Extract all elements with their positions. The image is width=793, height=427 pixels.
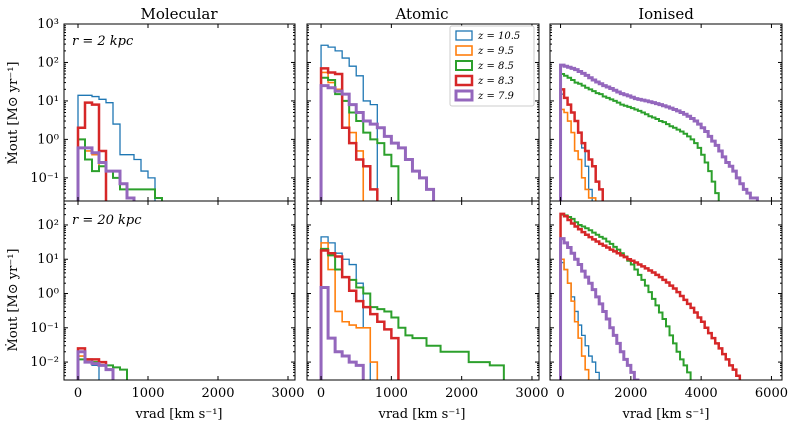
xtick-label-r1c0-1: 1000 — [131, 386, 164, 401]
series-z-10-5-r0c1 — [320, 44, 378, 201]
title-ionised: Ionised — [638, 5, 694, 23]
series-z-8-5-r0c1 — [320, 76, 400, 201]
series-z-7-9-r0c0 — [76, 146, 136, 201]
panel-frame-r0c2 — [549, 23, 783, 202]
ylabel-bottom: Ṁout [M⊙ yr⁻¹] — [4, 249, 21, 352]
title-atomic: Atomic — [394, 5, 448, 23]
series-z-10-5-r0c0 — [77, 94, 156, 201]
series-z-8-3-r1c1 — [319, 249, 400, 380]
ytick-label-r1c0-3: 10¹ — [37, 252, 59, 267]
title-molecular: Molecular — [140, 5, 218, 23]
annotation-r2kpc: r = 2 kpc — [72, 34, 134, 49]
panel-plot-r0c2 — [559, 63, 759, 201]
series-z-7-9-r1c2 — [559, 237, 640, 380]
series-z-8-3-r0c2 — [559, 88, 604, 201]
xtick-label-r1c0-3: 3000 — [271, 386, 304, 401]
series-z-8-5-r1c1 — [320, 247, 505, 380]
legend-swatch-z7-9 — [454, 89, 474, 102]
legend-swatch-z9-5 — [455, 45, 473, 56]
series-z-10-5-r1c2 — [559, 261, 600, 380]
panel-plot-r0c1 — [319, 44, 436, 201]
legend: z = 10.5 z = 9.5 z = 8.5 z = 8.3 z = 7.9 — [449, 25, 535, 107]
xtick-label-r1c2-1: 2000 — [614, 386, 647, 401]
xtick-label-r1c2-2: 4000 — [685, 386, 718, 401]
ytick-label-r1c0-4: 10² — [37, 218, 59, 233]
legend-swatch-z8-5 — [455, 60, 473, 71]
ytick-label-r0c0-2: 10¹ — [37, 94, 59, 109]
xtick-label-r1c1-2: 2000 — [445, 386, 478, 401]
panel-plot-r0c0 — [76, 94, 163, 201]
series-z-9-5-r1c1 — [320, 242, 379, 380]
series-z-7-9-r0c2 — [559, 63, 759, 201]
xtick-label-r1c1-3: 3000 — [515, 386, 548, 401]
ytick-label-r0c0-3: 10² — [37, 55, 59, 70]
xtick-label-r1c2-3: 6000 — [755, 386, 788, 401]
ytick-label-r1c0-1: 10⁻¹ — [30, 321, 59, 336]
series-z-8-3-r0c1 — [319, 67, 379, 201]
panel-plot-r1c2 — [559, 212, 742, 380]
series-z-8-3-r0c0 — [76, 101, 108, 201]
series-z-9-5-r0c2 — [559, 108, 597, 201]
xtick-label-r1c0-2: 2000 — [201, 386, 234, 401]
legend-label-z7-9: z = 7.9 — [477, 91, 515, 102]
legend-label-z9-5: z = 9.5 — [477, 46, 514, 57]
panel-frame-r1c0 — [63, 200, 296, 381]
ytick-label-r0c0-4: 10³ — [37, 17, 59, 32]
ytick-label-r1c0-2: 10⁰ — [37, 287, 59, 302]
xlabel-ionised: vrad [km s⁻¹] — [622, 407, 710, 422]
xtick-label-r1c2-0: 0 — [556, 386, 564, 401]
xtick-label-r1c0-0: 0 — [74, 386, 82, 401]
ytick-label-r1c0-0: 10⁻² — [30, 355, 59, 370]
panel-plot-r1c0 — [76, 347, 128, 380]
legend-label-z8-3: z = 8.3 — [477, 76, 514, 87]
series-z-8-5-r0c0 — [77, 138, 163, 201]
panel-frame-r1c1 — [306, 200, 540, 381]
xlabel-atomic: vrad [km s⁻¹] — [378, 407, 466, 422]
ytick-label-r0c0-1: 10⁰ — [37, 132, 59, 147]
legend-swatch-z8-3 — [454, 74, 474, 87]
legend-label-z10-5: z = 10.5 — [477, 31, 520, 42]
panels-layer: 10⁻¹ 10⁰ 10¹ 10² 10³ 0 1000 2000 3000 10⁻² 10⁻¹ 10⁰… — [30, 17, 788, 401]
series-z-9-5-r1c2 — [559, 258, 590, 380]
series-z-7-9-r1c0 — [76, 350, 115, 380]
panel-plot-r1c1 — [319, 236, 505, 380]
ytick-label-r0c0-0: 10⁻¹ — [30, 171, 59, 186]
series-z-7-9-r1c1 — [319, 285, 365, 380]
series-z-8-5-r0c2 — [559, 73, 720, 201]
ylabel-top: Ṁout [M⊙ yr⁻¹] — [4, 62, 21, 165]
series-z-8-3-r1c2 — [559, 212, 742, 380]
panel-frame-r1c2 — [549, 200, 783, 381]
xtick-label-r1c1-0: 0 — [317, 386, 325, 401]
xtick-label-r1c1-1: 1000 — [375, 386, 408, 401]
legend-label-z8-5: z = 8.5 — [477, 61, 514, 72]
legend-swatch-z10-5 — [455, 30, 473, 41]
annotation-r20kpc: r = 20 kpc — [72, 213, 142, 228]
series-z-7-9-r0c1 — [319, 84, 436, 201]
xlabel-molecular: vrad [km s⁻¹] — [135, 407, 223, 422]
